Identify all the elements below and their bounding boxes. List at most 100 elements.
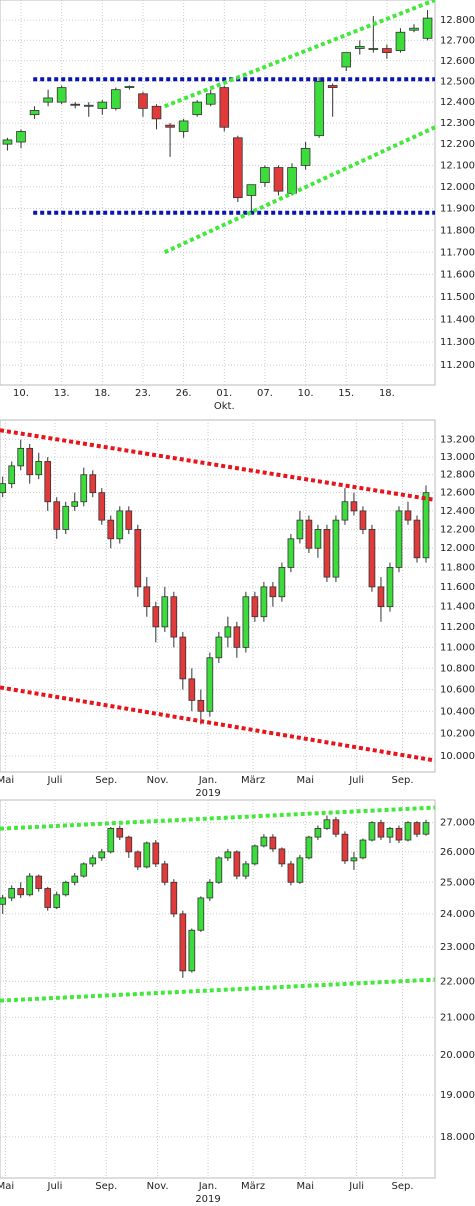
- candle-body: [233, 626, 241, 648]
- candle-body: [422, 492, 430, 559]
- candle-body: [251, 845, 259, 865]
- y-tick-label: 11.400: [440, 602, 475, 613]
- x-tick-label: Jan.: [198, 775, 218, 786]
- candle-body: [296, 519, 304, 540]
- y-tick-label: 27.000: [440, 818, 475, 829]
- x-tick-label: 01.: [216, 388, 232, 399]
- trend-line: [0, 977, 436, 1003]
- y-tick-label: 25.000: [440, 877, 475, 888]
- y-tick-label: 11.800: [440, 225, 475, 236]
- plot-area: [0, 0, 436, 386]
- y-tick-label: 12.000: [440, 543, 475, 554]
- candle-body: [341, 52, 352, 68]
- candle-body: [178, 120, 189, 132]
- y-tick-label: 11.200: [440, 360, 475, 371]
- x-tick-label: Sep.: [95, 1181, 117, 1192]
- candle-body: [170, 881, 178, 915]
- candle-body: [98, 492, 106, 521]
- candle-body: [219, 87, 230, 128]
- candle-body: [26, 875, 34, 896]
- candle-body: [341, 833, 349, 862]
- candle-body: [314, 529, 322, 549]
- candle-body: [359, 510, 367, 530]
- candle-body: [0, 897, 7, 905]
- candle-body: [404, 510, 412, 521]
- candle-body: [215, 636, 223, 659]
- candle-body: [206, 657, 214, 712]
- trend-line: [0, 428, 436, 502]
- candle-body: [35, 461, 43, 476]
- y-tick-label: 13.200: [440, 435, 475, 446]
- candle-body: [71, 501, 79, 507]
- y-tick-label: 12.200: [440, 139, 475, 150]
- y-tick-label: 12.800: [440, 470, 475, 481]
- candle-body: [215, 857, 223, 883]
- candle-body: [188, 678, 196, 701]
- candle-body: [246, 184, 257, 196]
- candle-body: [170, 596, 178, 638]
- y-tick-label: 12.100: [440, 160, 475, 171]
- candle-body: [116, 510, 124, 540]
- x-tick-label: Mai: [0, 775, 14, 786]
- candle-body: [2, 139, 13, 145]
- x-tick-label: Juli: [348, 775, 364, 786]
- x-tick-label: 23.: [135, 388, 151, 399]
- candle-body: [206, 881, 214, 899]
- x-tick-label: Juli: [348, 1181, 364, 1192]
- x-tick-label: 10.: [13, 388, 29, 399]
- x-tick-label: 15.: [338, 388, 354, 399]
- candle-body: [314, 827, 322, 838]
- x-tick-label: Juli: [47, 775, 63, 786]
- y-tick-label: 12.400: [440, 97, 475, 108]
- candle-body: [107, 519, 115, 540]
- candle-body: [413, 519, 421, 559]
- y-tick-label: 12.600: [440, 56, 475, 67]
- x-tick-label: Mai: [0, 1181, 14, 1192]
- y-tick-label: 12.700: [440, 35, 475, 46]
- x-tick-label: Nov.: [147, 1181, 169, 1192]
- candle-body: [278, 566, 286, 598]
- candle-body: [80, 474, 88, 503]
- x-tick-label: 07.: [257, 388, 273, 399]
- candle-body: [161, 596, 169, 628]
- candle-body: [404, 822, 412, 841]
- y-tick-label: 11.300: [440, 337, 475, 348]
- y-tick-label: 13.000: [440, 452, 475, 463]
- candle-body: [242, 863, 250, 877]
- candle-body: [29, 110, 40, 116]
- candle-body: [111, 89, 121, 109]
- y-tick-label: 19.000: [440, 1090, 475, 1101]
- candle-body: [300, 147, 311, 166]
- candle-body: [287, 538, 295, 568]
- y-tick-label: 11.900: [440, 203, 475, 214]
- candle-body: [124, 86, 135, 88]
- x-tick-label: 18.: [379, 388, 395, 399]
- candle-body: [305, 519, 313, 549]
- candle-body: [53, 894, 61, 908]
- candle-body: [44, 888, 52, 908]
- candle-body: [125, 836, 133, 853]
- candle-body: [395, 510, 403, 568]
- candle-body: [197, 897, 205, 931]
- y-tick-label: 11.400: [440, 314, 475, 325]
- candle-body: [368, 529, 376, 588]
- candle-body: [62, 881, 70, 896]
- candle-body: [80, 863, 88, 877]
- y-tick-label: 12.500: [440, 76, 475, 87]
- candle-body: [287, 863, 295, 883]
- candle-body: [278, 848, 286, 865]
- candle-body: [134, 529, 142, 588]
- candle-body: [116, 827, 124, 838]
- y-tick-label: 12.300: [440, 118, 475, 129]
- candle-body: [134, 851, 142, 868]
- candle-body: [107, 827, 115, 853]
- x-sublabel: 2019: [195, 1194, 220, 1205]
- candle-body: [382, 48, 392, 54]
- y-tick-label: 18.000: [440, 1132, 475, 1143]
- y-tick-label: 12.400: [440, 506, 475, 517]
- y-tick-label: 21.000: [440, 1012, 475, 1023]
- y-tick-label: 11.600: [440, 269, 475, 280]
- y-tick-label: 11.200: [440, 622, 475, 633]
- candle-body: [205, 93, 216, 105]
- y-tick-label: 10.800: [440, 663, 475, 674]
